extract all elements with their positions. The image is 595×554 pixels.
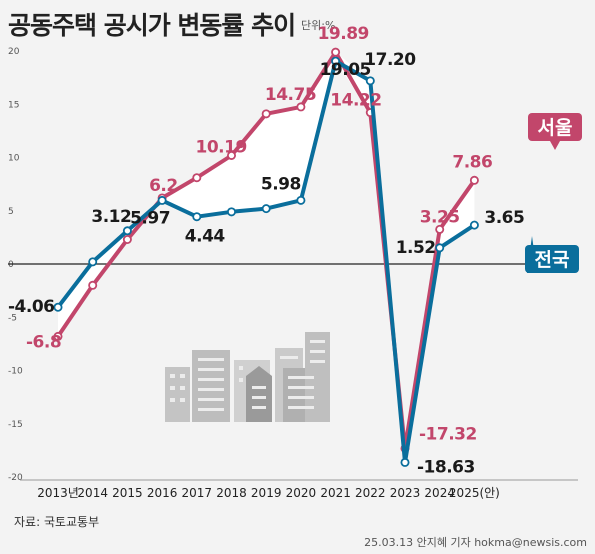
y-tick-label: 15 [8,100,19,110]
series-tag-label: 전국 [535,249,570,271]
data-point-national [53,302,63,312]
source-note: 자료: 국토교통부 [14,515,100,529]
data-label-national: -4.06 [8,297,55,317]
credit-line: 25.03.13 안지혜 기자 hokma@newsis.com [364,536,587,549]
x-tick-label: 2020 [286,486,317,500]
x-tick-label: 2013년 [37,486,79,500]
data-label-seoul: 6.2 [149,176,178,196]
unit-label: 단위:% [301,19,336,32]
series-tag-pointer [527,236,537,273]
y-tick-label: -5 [8,313,17,323]
series-tag-seoul: 서울 [528,113,582,150]
data-point-seoul [296,102,306,112]
data-label-national: 17.20 [364,50,416,70]
series-tag-box [528,113,582,141]
series-tag-national: 전국 [525,236,579,273]
y-tick-label: -10 [8,367,23,377]
data-label-national: 4.44 [185,227,226,247]
x-tick-label: 2021 [320,486,351,500]
series-tag-pointer [550,141,560,150]
data-point-seoul [122,235,132,245]
data-point-seoul [192,173,202,183]
data-point-national [435,243,445,253]
x-tick-label: 2022 [355,486,386,500]
data-point-national [296,195,306,205]
y-tick-label: -15 [8,420,23,430]
x-tick-label: 2014 [77,486,108,500]
data-label-seoul: 3.25 [420,207,460,227]
data-point-national [469,220,479,230]
y-tick-label: 10 [8,154,20,164]
data-label-seoul: 14.22 [330,91,381,111]
data-point-national [365,76,375,86]
data-point-national [400,457,410,467]
data-label-seoul: 14.75 [265,85,316,105]
data-label-seoul: 10.19 [196,137,247,157]
data-point-seoul [88,280,98,290]
data-point-seoul [469,175,479,185]
data-label-seoul: 19.89 [318,24,369,44]
y-tick-label: 5 [8,207,14,217]
data-point-seoul [435,224,445,234]
data-point-national [261,204,271,214]
x-tick-label: 2024 [424,486,455,500]
data-point-seoul [261,109,271,119]
data-point-national [192,212,202,222]
page-title: 공동주택 공시가 변동률 추이 [8,11,296,40]
data-point-seoul [331,47,341,57]
data-label-seoul: 7.86 [452,152,492,172]
data-point-seoul [226,150,236,160]
series-tag-label: 서울 [538,117,573,139]
data-label-national: 3.12 [91,207,131,227]
data-label-national: 3.65 [484,208,524,228]
x-tick-label: 2023 [390,486,421,500]
y-tick-label: 0 [8,260,14,270]
y-tick-label: -20 [8,473,23,483]
area-between-series [58,52,475,463]
x-tick-label: 2018 [216,486,247,500]
data-point-national [331,56,341,66]
data-label-seoul: -17.32 [419,424,477,444]
data-point-seoul [53,331,63,341]
data-label-national: 19.05 [320,60,371,80]
data-point-national [226,207,236,217]
x-tick-label: 2017 [182,486,213,500]
x-tick-label: 2015 [112,486,143,500]
data-point-national [122,226,132,236]
x-tick-label: 2016 [147,486,178,500]
x-tick-label: 2019 [251,486,282,500]
data-label-national: 1.52 [396,238,436,258]
data-label-seoul: -6.8 [26,332,61,352]
data-point-national [88,257,98,267]
data-label-national: 5.97 [130,208,170,228]
data-label-national: -18.63 [417,457,475,477]
y-tick-label: 20 [8,47,20,57]
series-tag-box [525,245,579,273]
x-tick-label: 2025(안) [449,486,500,500]
data-point-national [157,195,167,205]
data-label-national: 5.98 [261,174,301,194]
buildings-illustration [165,332,330,422]
